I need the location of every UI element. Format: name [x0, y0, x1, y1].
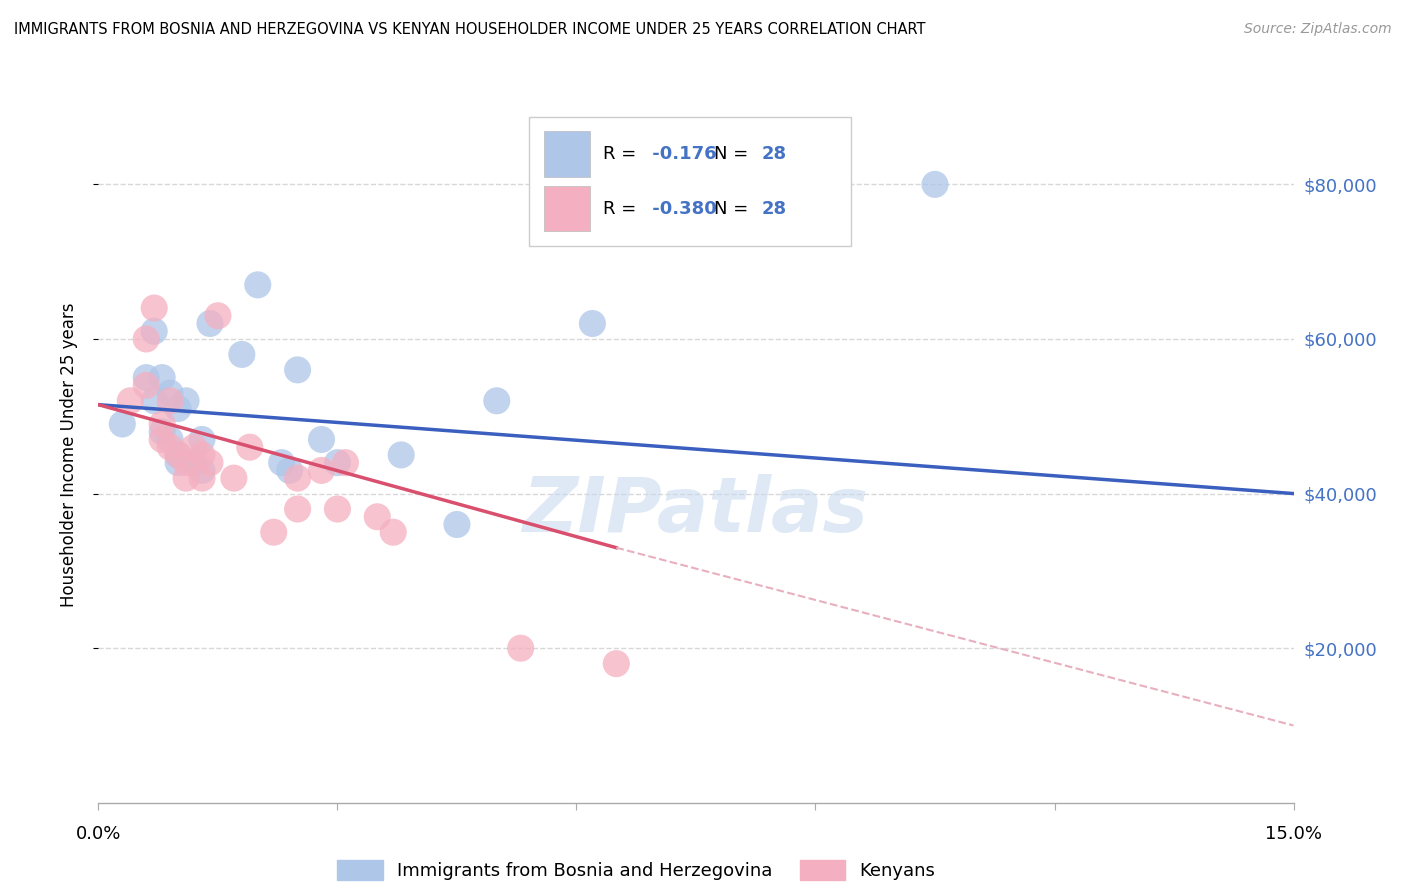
Text: 28: 28 — [762, 145, 787, 163]
Text: ZIPatlas: ZIPatlas — [523, 474, 869, 548]
Point — [191, 433, 214, 447]
Point — [207, 309, 229, 323]
Point — [263, 525, 285, 540]
Point — [326, 456, 349, 470]
Point — [222, 471, 245, 485]
Point — [485, 393, 508, 408]
Point — [198, 456, 221, 470]
Text: 15.0%: 15.0% — [1265, 825, 1322, 843]
Point — [150, 433, 173, 447]
Point — [270, 456, 292, 470]
Point — [183, 440, 205, 454]
Point — [120, 393, 142, 408]
Point — [167, 448, 190, 462]
Point — [167, 456, 190, 470]
Legend: Immigrants from Bosnia and Herzegovina, Kenyans: Immigrants from Bosnia and Herzegovina, … — [330, 853, 942, 888]
Point — [311, 433, 333, 447]
Point — [335, 456, 357, 470]
Point — [326, 502, 349, 516]
Point — [366, 509, 388, 524]
Point — [174, 471, 197, 485]
Point — [311, 463, 333, 477]
Point — [509, 641, 531, 656]
Point — [135, 378, 157, 392]
Point — [159, 433, 181, 447]
Point — [287, 363, 309, 377]
Point — [174, 393, 197, 408]
Point — [159, 386, 181, 401]
Point — [150, 370, 173, 384]
Point — [143, 301, 166, 315]
Text: IMMIGRANTS FROM BOSNIA AND HERZEGOVINA VS KENYAN HOUSEHOLDER INCOME UNDER 25 YEA: IMMIGRANTS FROM BOSNIA AND HERZEGOVINA V… — [14, 22, 925, 37]
Point — [174, 456, 197, 470]
Point — [167, 401, 190, 416]
Point — [191, 471, 214, 485]
Point — [287, 471, 309, 485]
Text: -0.176: -0.176 — [645, 145, 723, 163]
Point — [246, 277, 269, 292]
Point — [605, 657, 627, 671]
Y-axis label: Householder Income Under 25 years: Householder Income Under 25 years — [59, 302, 77, 607]
Text: 28: 28 — [762, 200, 787, 218]
Point — [191, 448, 214, 462]
Text: 0.0%: 0.0% — [76, 825, 121, 843]
Point — [150, 425, 173, 439]
Text: N =: N = — [714, 200, 754, 218]
Point — [135, 370, 157, 384]
Point — [143, 393, 166, 408]
Point — [924, 178, 946, 192]
Point — [135, 332, 157, 346]
Text: R =: R = — [603, 200, 641, 218]
Point — [231, 347, 253, 361]
Point — [382, 525, 405, 540]
Point — [159, 393, 181, 408]
Point — [191, 463, 214, 477]
Point — [198, 317, 221, 331]
FancyBboxPatch shape — [544, 186, 589, 231]
Point — [389, 448, 412, 462]
Point — [150, 417, 173, 431]
Point — [111, 417, 134, 431]
Point — [183, 456, 205, 470]
FancyBboxPatch shape — [529, 118, 852, 246]
Text: N =: N = — [714, 145, 754, 163]
Point — [167, 448, 190, 462]
FancyBboxPatch shape — [544, 131, 589, 177]
Point — [287, 502, 309, 516]
Point — [581, 317, 603, 331]
Text: Source: ZipAtlas.com: Source: ZipAtlas.com — [1244, 22, 1392, 37]
Point — [159, 440, 181, 454]
Point — [278, 463, 301, 477]
Text: -0.380: -0.380 — [645, 200, 723, 218]
Point — [239, 440, 262, 454]
Point — [446, 517, 468, 532]
Text: R =: R = — [603, 145, 641, 163]
Point — [143, 324, 166, 338]
